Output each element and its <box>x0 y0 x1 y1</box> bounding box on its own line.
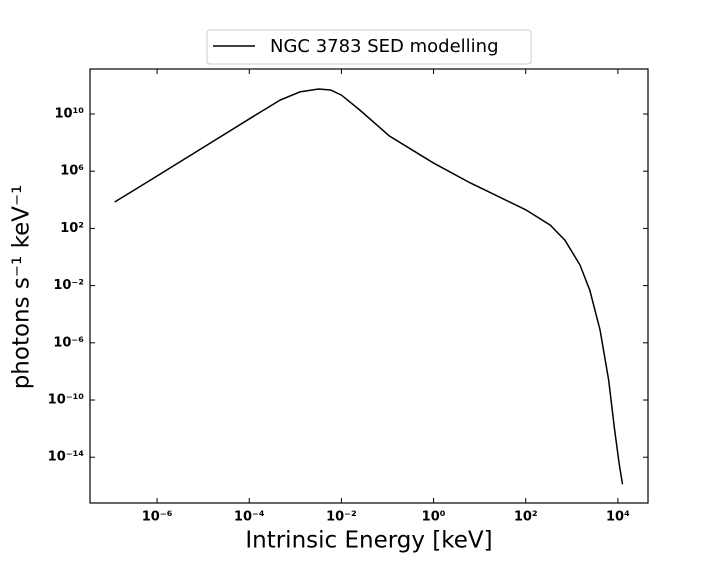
y-tick-label: 10⁻¹⁰ <box>48 393 85 408</box>
x-tick-label: 10⁻⁶ <box>142 510 173 525</box>
x-axis-label: Intrinsic Energy [keV] <box>245 528 492 554</box>
plot-frame <box>89 68 649 504</box>
series-line <box>114 88 624 485</box>
x-tick-label: 10⁻² <box>326 510 357 525</box>
x-tick-label: 10⁰ <box>422 510 446 525</box>
y-tick-label: 10⁻² <box>53 278 84 293</box>
y-tick-label: 10⁶ <box>60 164 84 179</box>
y-tick-label: 10² <box>60 221 84 236</box>
y-tick-label: 10⁻⁶ <box>53 335 84 350</box>
x-tick-label: 10² <box>514 510 538 525</box>
y-axis-label: photons s⁻¹ keV⁻¹ <box>9 185 35 390</box>
x-tick-label: 10⁻⁴ <box>234 510 265 525</box>
y-tick-label: 10⁻¹⁴ <box>48 450 85 465</box>
legend-label: NGC 3783 SED modelling <box>270 36 499 57</box>
y-tick-label: 10¹⁰ <box>55 106 85 121</box>
legend-box <box>206 29 532 65</box>
x-tick-label: 10⁴ <box>606 510 630 525</box>
